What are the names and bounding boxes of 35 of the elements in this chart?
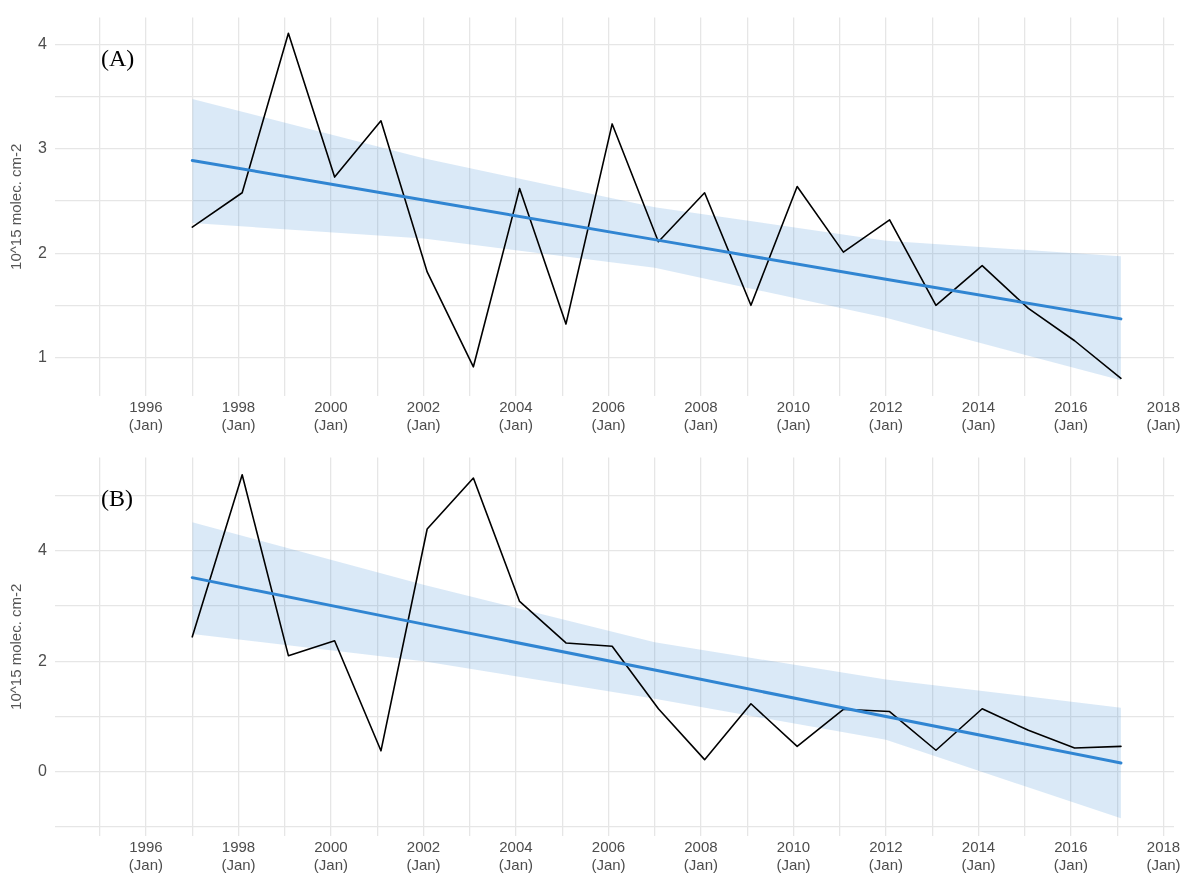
x-tick-label: 2004 (Jan) — [498, 838, 534, 874]
x-tick-label: 1996 (Jan) — [128, 398, 164, 434]
y-tick-label: 4 — [37, 35, 47, 53]
x-tick-label: 2014 (Jan) — [961, 398, 996, 434]
x-tick-label: 1998 (Jan) — [221, 838, 256, 874]
x-tick-label: 1996 (Jan) — [128, 838, 164, 874]
x-tick-label: 2010 (Jan) — [776, 838, 811, 874]
x-tick-label: 2012 (Jan) — [868, 398, 904, 434]
y-tick-label: 2 — [37, 243, 47, 261]
x-tick-label: 2008 (Jan) — [683, 838, 719, 874]
x-tick-label: 2010 (Jan) — [776, 398, 811, 434]
y-tick-label: 1 — [37, 347, 47, 365]
x-tick-label: 2014 (Jan) — [961, 838, 996, 874]
annotation: (A) — [100, 44, 135, 71]
annotation: (B) — [100, 484, 133, 511]
x-tick-label: 2016 (Jan) — [1053, 398, 1089, 434]
x-tick-label: 2006 (Jan) — [591, 838, 626, 874]
x-tick-label: 2002 (Jan) — [406, 398, 441, 434]
x-tick-label: 2016 (Jan) — [1053, 838, 1089, 874]
x-tick-label: 2012 (Jan) — [868, 838, 904, 874]
x-tick-label: 2004 (Jan) — [498, 398, 534, 434]
y-tick-label: 4 — [37, 540, 47, 558]
y-axis-title: 10^15 molec. cm-2 — [7, 143, 25, 270]
x-tick-label: 2018 (Jan) — [1146, 838, 1181, 874]
y-tick-label: 3 — [37, 139, 47, 157]
x-tick-label: 2002 (Jan) — [406, 838, 441, 874]
x-tick-label: 2018 (Jan) — [1146, 398, 1181, 434]
x-tick-label: 1998 (Jan) — [221, 398, 256, 434]
y-axis-title: 10^15 molec. cm-2 — [7, 583, 25, 710]
y-tick-label: 0 — [37, 762, 47, 780]
x-tick-label: 2000 (Jan) — [313, 398, 349, 434]
x-tick-label: 2000 (Jan) — [313, 838, 349, 874]
x-tick-label: 2008 (Jan) — [683, 398, 719, 434]
y-tick-label: 2 — [37, 651, 47, 669]
x-tick-label: 2006 (Jan) — [591, 398, 626, 434]
